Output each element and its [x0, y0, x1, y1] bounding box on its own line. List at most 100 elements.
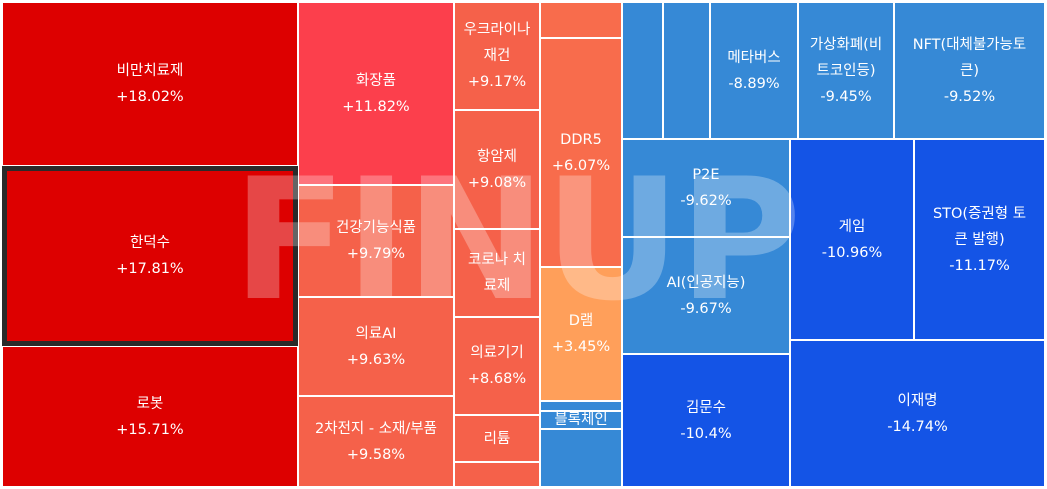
tile-change: +18.02%	[116, 89, 184, 105]
treemap-tile[interactable]: 김문수 -10.4%	[622, 354, 790, 487]
treemap-tile[interactable]: 화장품 +11.82%	[298, 2, 454, 185]
tile-label: 메타버스 -8.89%	[727, 45, 780, 97]
treemap-tile[interactable]: 건강기능식품 +9.79%	[298, 185, 454, 297]
treemap-tile[interactable]: 리튬	[454, 415, 540, 462]
tile-name: 한덕수	[129, 235, 170, 251]
tile-name: 항암제	[476, 148, 518, 165]
tile-change: +6.07%	[551, 157, 611, 174]
tile-change: +9.08%	[467, 174, 527, 191]
treemap-tile[interactable]: NFT(대체불가능토큰) -9.52%	[894, 2, 1045, 139]
tile-label: DDR5 +6.07%	[552, 127, 610, 179]
tile-name: 메타버스	[727, 49, 781, 66]
tile-label: 코로나 치료제	[462, 247, 532, 299]
tile-label: 가상화폐(비트코인등) -9.45%	[806, 32, 886, 110]
tile-change: -9.45%	[820, 88, 872, 105]
treemap-tile[interactable]: STO(증권형 토큰 발행) -11.17%	[914, 139, 1045, 340]
tile-name: AI(인공지능)	[666, 274, 746, 291]
tile-change: -9.67%	[680, 300, 732, 317]
tile-change: -8.89%	[728, 75, 780, 92]
treemap-tile[interactable]: 의료기기 +8.68%	[454, 317, 540, 415]
treemap-tile[interactable]: 의료AI +9.63%	[298, 297, 454, 396]
treemap-tile[interactable]: 가상화폐(비트코인등) -9.45%	[798, 2, 894, 139]
tile-change: +9.17%	[467, 74, 527, 90]
tile-change: -11.17%	[949, 257, 1010, 274]
tile-change: +11.82%	[342, 98, 410, 115]
tile-label: 비만치료제 +18.02%	[116, 58, 183, 110]
tile-change: +9.79%	[346, 246, 406, 262]
treemap-tile[interactable]	[454, 462, 540, 487]
tile-label: STO(증권형 토큰 발행) -11.17%	[930, 201, 1030, 279]
tile-name: 비만치료제	[116, 63, 184, 79]
treemap-tile[interactable]: 한덕수 +17.81%	[2, 166, 298, 346]
tile-name: 우크라이나 재건	[463, 22, 531, 64]
tile-name: 게임	[838, 218, 866, 235]
tile-name: 2차전지 - 소재/부품	[315, 420, 437, 437]
tile-name: 가상화폐(비트코인등)	[809, 36, 883, 79]
treemap-tile[interactable]	[540, 429, 622, 487]
tile-change: +9.63%	[346, 351, 406, 368]
tile-label: 로봇 +15.71%	[116, 391, 183, 443]
tile-label: 의료AI +9.63%	[347, 321, 405, 373]
tile-name: 로봇	[136, 395, 164, 412]
treemap-tile[interactable]: 게임 -10.96%	[790, 139, 914, 340]
tile-name: 코로나 치료제	[468, 252, 526, 294]
treemap-tile[interactable]: 코로나 치료제	[454, 229, 540, 317]
tile-label: D램 +3.45%	[552, 308, 610, 360]
tile-change: +17.81%	[116, 261, 184, 277]
tile-name: 김문수	[685, 399, 726, 416]
tile-label: 리튬	[484, 426, 511, 452]
tile-change: +8.68%	[467, 371, 527, 387]
tile-label: 우크라이나 재건 +9.17%	[462, 17, 532, 95]
tile-label: 한덕수 +17.81%	[116, 230, 183, 282]
tile-label: 화장품 +11.82%	[342, 68, 409, 120]
tile-label: 김문수 -10.4%	[680, 395, 731, 447]
treemap-tile[interactable]	[540, 2, 622, 38]
treemap-tile[interactable]: 2차전지 - 소재/부품 +9.58%	[298, 396, 454, 487]
tile-name: 리튬	[483, 430, 511, 447]
tile-name: 의료AI	[355, 325, 397, 342]
treemap-tile[interactable]: 비만치료제 +18.02%	[2, 2, 298, 166]
tile-change: -10.4%	[680, 425, 732, 442]
treemap-tile[interactable]: 메타버스 -8.89%	[710, 2, 798, 139]
tile-label: NFT(대체불가능토큰) -9.52%	[907, 32, 1032, 110]
tile-label: P2E -9.62%	[680, 162, 731, 214]
tile-name: P2E	[692, 167, 720, 183]
treemap-tile[interactable]	[663, 2, 710, 139]
tile-change: +3.45%	[551, 339, 611, 355]
tile-label: 게임 -10.96%	[822, 214, 883, 266]
tile-change: -9.62%	[680, 193, 732, 209]
tile-name: 화장품	[355, 72, 396, 89]
tile-label: 항암제 +9.08%	[468, 144, 526, 196]
treemap-tile[interactable]: 이재명 -14.74%	[790, 340, 1045, 487]
tile-change: -9.52%	[943, 88, 996, 105]
tile-change: +9.58%	[346, 446, 406, 463]
tile-label: 의료기기 +8.68%	[468, 340, 526, 392]
treemap-tile[interactable]: 우크라이나 재건 +9.17%	[454, 2, 540, 110]
treemap-tile[interactable]: AI(인공지능) -9.67%	[622, 237, 790, 354]
tile-name: 블록체인	[554, 412, 608, 428]
tile-name: 건강기능식품	[335, 220, 417, 236]
treemap-tile[interactable]: 블록체인	[540, 411, 622, 429]
tile-name: NFT(대체불가능토큰)	[912, 36, 1027, 79]
tile-name: 의료기기	[470, 345, 524, 361]
tile-label: AI(인공지능) -9.67%	[667, 270, 746, 322]
treemap-tile[interactable]: 항암제 +9.08%	[454, 110, 540, 229]
tile-label: 블록체인	[554, 412, 608, 428]
treemap-tile[interactable]: P2E -9.62%	[622, 139, 790, 237]
tile-name: D램	[568, 313, 594, 329]
treemap-tile[interactable]: DDR5 +6.07%	[540, 38, 622, 267]
treemap-tile[interactable]: D램 +3.45%	[540, 267, 622, 401]
treemap-tile[interactable]: 로봇 +15.71%	[2, 346, 298, 487]
tile-name: STO(증권형 토큰 발행)	[932, 205, 1027, 248]
tile-name: 이재명	[897, 392, 938, 409]
treemap-tile[interactable]	[622, 2, 663, 139]
tile-label: 이재명 -14.74%	[887, 388, 948, 440]
tile-change: -10.96%	[821, 244, 883, 261]
tile-change: -14.74%	[887, 418, 948, 435]
treemap-tile[interactable]	[540, 401, 622, 411]
tile-label: 2차전지 - 소재/부품 +9.58%	[315, 416, 437, 468]
tile-change: +15.71%	[116, 421, 184, 438]
tile-label: 건강기능식품 +9.79%	[336, 215, 416, 267]
tile-name: DDR5	[560, 131, 602, 148]
